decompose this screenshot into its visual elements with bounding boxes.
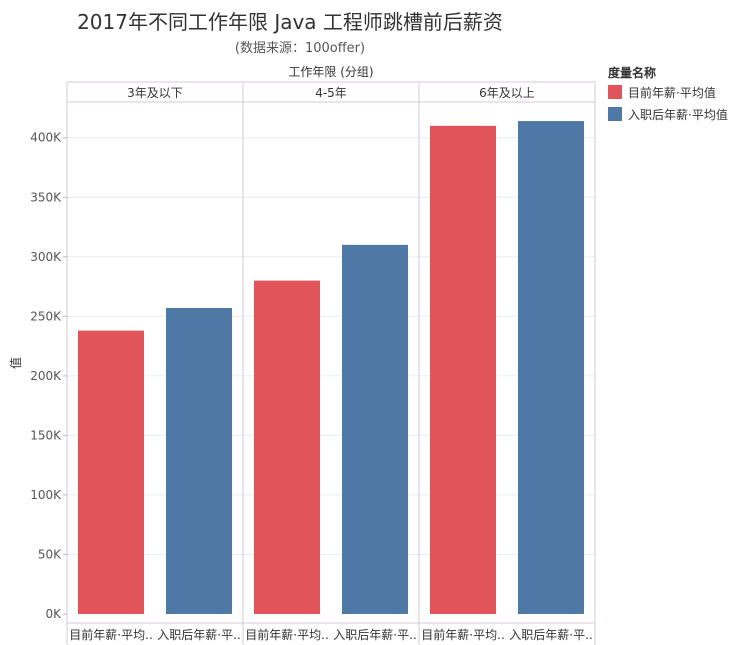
bar xyxy=(518,121,584,615)
facet-label: 6年及以上 xyxy=(479,86,535,100)
chart-subtitle: (数据来源：100offer) xyxy=(234,41,366,56)
facet-label: 3年及以下 xyxy=(127,86,183,100)
x-tick-label: 入职后年薪·平.. xyxy=(157,628,240,642)
y-tick-label: 0K xyxy=(45,607,62,621)
legend-swatch xyxy=(608,107,622,121)
y-tick-label: 350K xyxy=(30,190,62,204)
x-tick-label: 目前年薪·平均.. xyxy=(421,627,504,642)
y-axis-label: 值 xyxy=(8,357,23,369)
y-tick-label: 100K xyxy=(30,488,62,502)
legend-label: 目前年薪·平均值 xyxy=(628,85,716,100)
legend-label: 入职后年薪·平均值 xyxy=(628,107,728,122)
x-tick-label: 入职后年薪·平.. xyxy=(509,628,592,642)
y-tick-label: 200K xyxy=(30,369,62,383)
chart-title: 2017年不同工作年限 Java 工程师跳槽前后薪资 xyxy=(77,10,503,34)
y-tick-label: 400K xyxy=(30,131,62,145)
x-tick-label: 目前年薪·平均.. xyxy=(245,627,328,642)
facet-axis-label: 工作年限 (分组) xyxy=(288,65,373,79)
bar xyxy=(342,244,408,614)
bar xyxy=(254,280,320,614)
legend-swatch xyxy=(608,85,622,99)
y-tick-label: 300K xyxy=(30,250,62,264)
x-tick-label: 入职后年薪·平.. xyxy=(333,628,416,642)
legend-title: 度量名称 xyxy=(608,65,656,80)
bar xyxy=(430,125,496,614)
x-tick-label: 目前年薪·平均.. xyxy=(69,627,152,642)
bar xyxy=(166,307,232,614)
bar xyxy=(78,330,144,614)
y-tick-label: 150K xyxy=(30,428,62,442)
facet-label: 4-5年 xyxy=(315,86,347,100)
y-tick-label: 250K xyxy=(30,309,62,323)
y-tick-label: 50K xyxy=(38,547,62,561)
